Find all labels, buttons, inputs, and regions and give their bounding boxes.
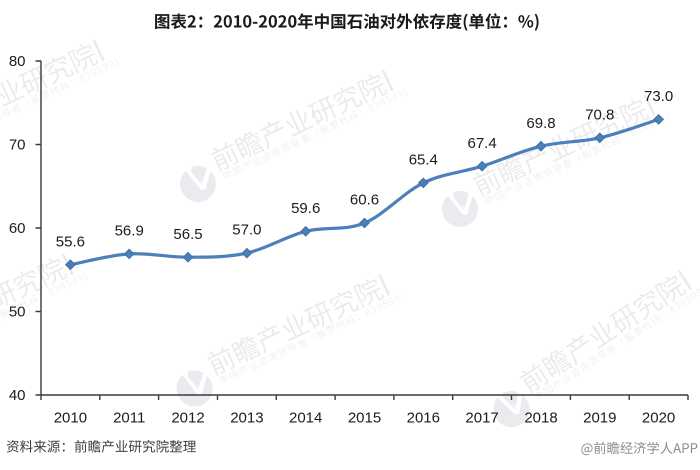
svg-text:59.6: 59.6 [291,200,320,217]
svg-text:2019: 2019 [583,410,616,427]
svg-text:2011: 2011 [113,410,145,427]
svg-text:40: 40 [9,387,26,404]
svg-text:2012: 2012 [171,410,204,427]
svg-text:57.0: 57.0 [232,222,261,239]
svg-text:55.6: 55.6 [56,233,85,250]
svg-text:56.5: 56.5 [173,226,202,243]
svg-text:70.8: 70.8 [585,106,614,123]
svg-text:2013: 2013 [230,410,263,427]
svg-text:80: 80 [9,53,26,70]
svg-text:2014: 2014 [289,410,322,427]
svg-text:69.8: 69.8 [526,115,555,132]
svg-text:65.4: 65.4 [409,152,438,169]
svg-text:60: 60 [9,220,26,237]
svg-text:50: 50 [9,304,26,321]
svg-text:67.4: 67.4 [467,135,496,152]
svg-text:2016: 2016 [407,410,440,427]
svg-text:2018: 2018 [524,410,557,427]
svg-text:2017: 2017 [465,410,498,427]
svg-text:2020: 2020 [642,410,675,427]
svg-text:60.6: 60.6 [350,192,379,209]
svg-text:70: 70 [9,137,26,154]
svg-text:73.0: 73.0 [644,88,673,105]
svg-text:56.9: 56.9 [115,223,144,240]
svg-text:2010: 2010 [54,410,87,427]
svg-text:2015: 2015 [348,410,381,427]
